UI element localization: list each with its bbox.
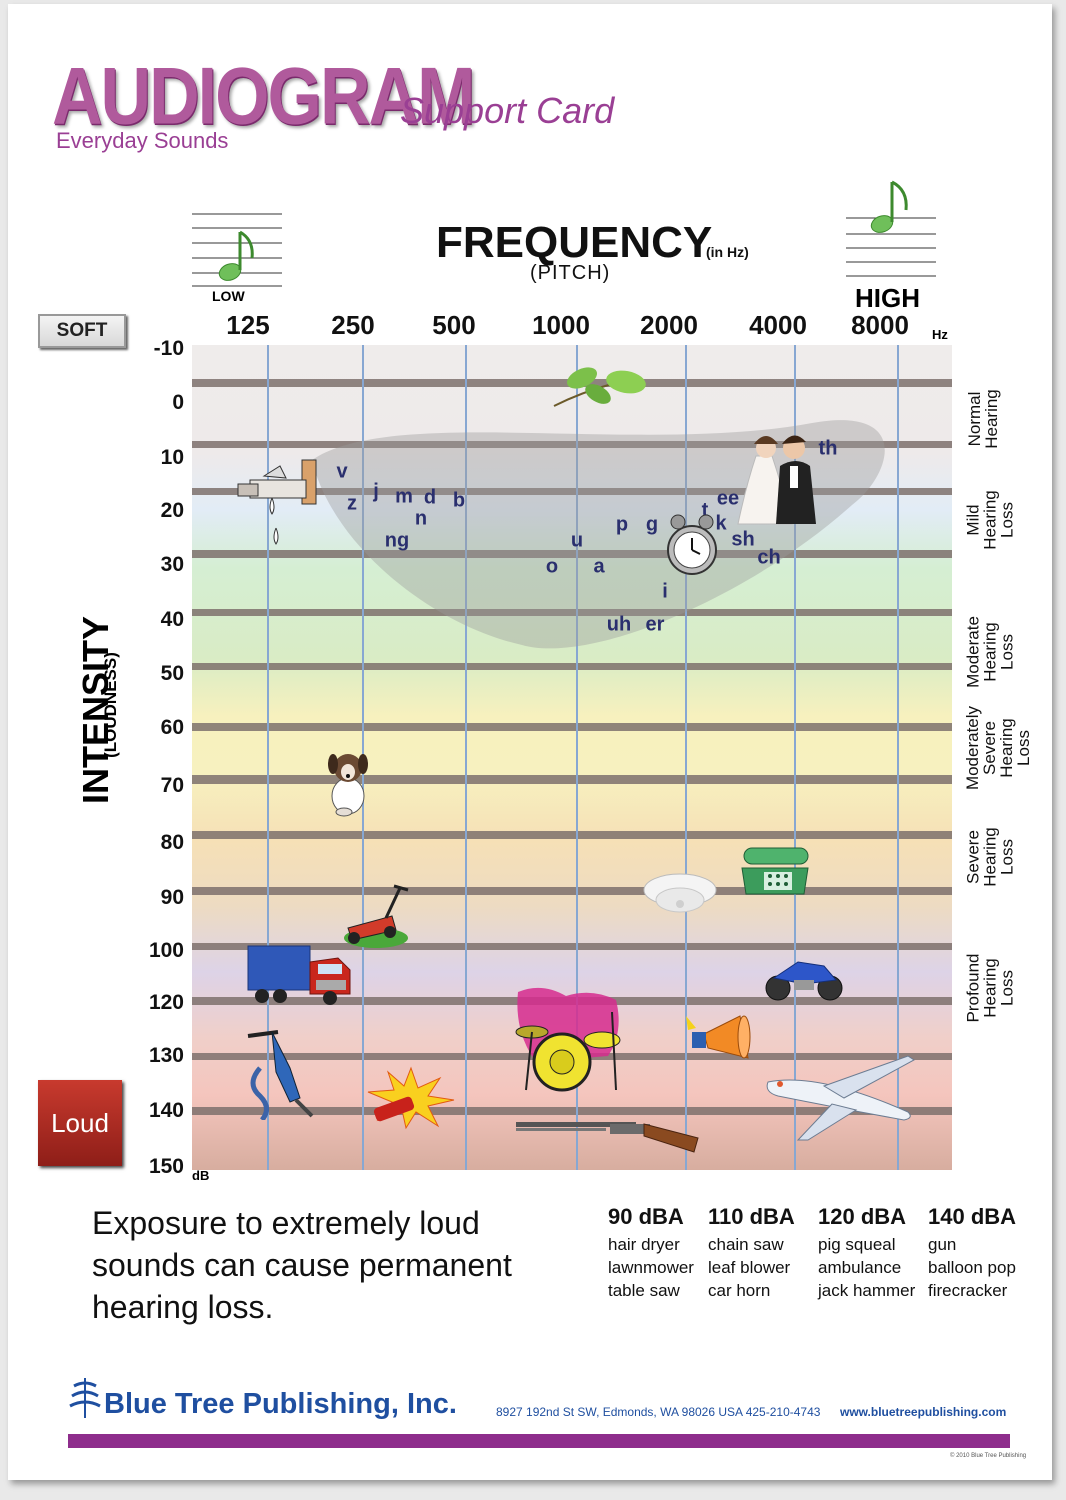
phoneme-label: o [545,555,559,578]
db-tick: 130 [148,1044,184,1067]
shotgun-icon [516,1122,699,1153]
hz-unit: Hz [932,327,948,342]
phoneme-label: m [395,485,413,508]
telephone-icon [741,847,809,895]
low-note-icon [192,213,282,287]
copyright: © 2010 Blue Tree Publishing [950,1453,1027,1459]
phoneme-label: i [662,580,668,603]
db-tick: 90 [160,886,184,909]
footer-bar [68,1434,1010,1448]
phoneme-label: v [336,460,348,483]
soft-button: SOFT [38,314,126,348]
leaves-icon [553,367,646,407]
db-tick: 150 [148,1155,184,1178]
jackhammer-icon [247,1030,314,1120]
drum-kit-icon [515,987,621,1092]
noise-level-120: 120 dBA pig squeal ambulance jack hammer [818,1204,916,1300]
frequency-tick: 8000 [851,310,909,340]
phoneme-label: th [818,437,838,460]
publisher-address: 8927 192nd St SW, Edmonds, WA 98026 USA … [496,1405,821,1419]
pitch-label: (PITCH) [530,262,611,284]
phoneme-label: g [645,513,659,536]
page-tagline: Everyday Sounds [56,128,229,153]
band-label-moderate: Moderate Hearing Loss [963,616,1017,688]
frequency-tick: 2000 [640,310,698,340]
db-tick: 80 [160,831,184,854]
frequency-tick: 1000 [532,310,590,340]
truck-icon [247,945,351,1005]
phoneme-label: j [373,480,379,503]
db-tick: 50 [160,662,184,685]
low-pitch-label: LOW [212,288,245,304]
phoneme-label: d [423,486,437,509]
band-label-profound: Profound Hearing Loss [963,953,1017,1023]
firecracker-icon [367,1066,455,1130]
phoneme-label: k [715,512,727,535]
frequency-axis-title: FREQUENCY [436,218,713,267]
airplane-icon [766,1055,915,1141]
frequency-tick: 250 [331,310,375,340]
noise-level-90: 90 dBA hair dryer lawnmower table saw [608,1204,694,1300]
noise-level-140: 140 dBA gun balloon pop firecracker [928,1204,1017,1300]
db-unit: dB [192,1168,210,1183]
db-tick: 10 [160,446,184,469]
dripping-faucet-icon [237,459,317,545]
frequency-tick: 4000 [749,310,807,340]
phoneme-label: sh [731,528,755,551]
high-pitch-label: HIGH [855,283,920,313]
frequency-tick: 500 [432,310,476,340]
phoneme-label: er [645,613,665,636]
dog-icon [328,754,368,817]
phoneme-label: b [452,489,466,512]
smoke-alarm-icon [643,873,717,913]
db-tick: 20 [160,499,184,522]
motorcycle-icon [765,961,843,1001]
page-subtitle: Support Card [400,90,615,131]
band-label-normal: Normal Hearing [965,389,1001,449]
phoneme-label: ee [716,487,740,510]
noise-level-110: 110 dBA chain saw leaf blower car horn [708,1204,795,1300]
phoneme-label: uh [606,613,632,636]
phoneme-label: ch [757,546,781,569]
high-note-icon [846,180,936,277]
loud-button: Loud [38,1080,122,1166]
frequency-tick: 125 [226,310,270,340]
db-tick: 0 [172,391,184,414]
db-tick: 30 [160,553,184,576]
phoneme-label: z [347,492,357,515]
lawnmower-icon [344,884,409,948]
publisher-website[interactable]: www.bluetreepublishing.com [840,1405,1007,1419]
db-tick: 70 [160,774,184,797]
phoneme-label: n [414,507,428,530]
frequency-unit: (in Hz) [706,244,749,260]
alarm-clock-icon [667,514,717,575]
db-tick: -10 [153,337,184,360]
phoneme-label: t [701,499,709,522]
phoneme-label: p [615,513,629,536]
phoneme-label: ng [384,529,410,552]
band-label-severe: Severe Hearing Loss [963,827,1017,887]
band-label-mild: Mild Hearing Loss [963,490,1017,550]
exposure-warning: Exposure to extremely loud sounds can ca… [92,1205,512,1325]
bride-groom-icon [737,435,816,525]
blue-tree-logo-icon [69,1378,101,1418]
db-tick: 100 [148,939,184,962]
phoneme-label: u [570,529,584,552]
db-tick: 40 [160,608,184,631]
db-tick: 120 [148,991,184,1014]
loudness-label: (LOUDNESS) [101,652,120,758]
phoneme-label: a [593,555,605,578]
db-tick: 140 [148,1099,184,1122]
publisher-name: Blue Tree Publishing, Inc. [104,1388,457,1420]
page-title: AUDIOGRAM [52,51,475,141]
band-label-moderately-severe: Moderately Severe Hearing Loss [963,705,1033,791]
megaphone-icon [686,1015,751,1059]
db-tick: 60 [160,716,184,739]
